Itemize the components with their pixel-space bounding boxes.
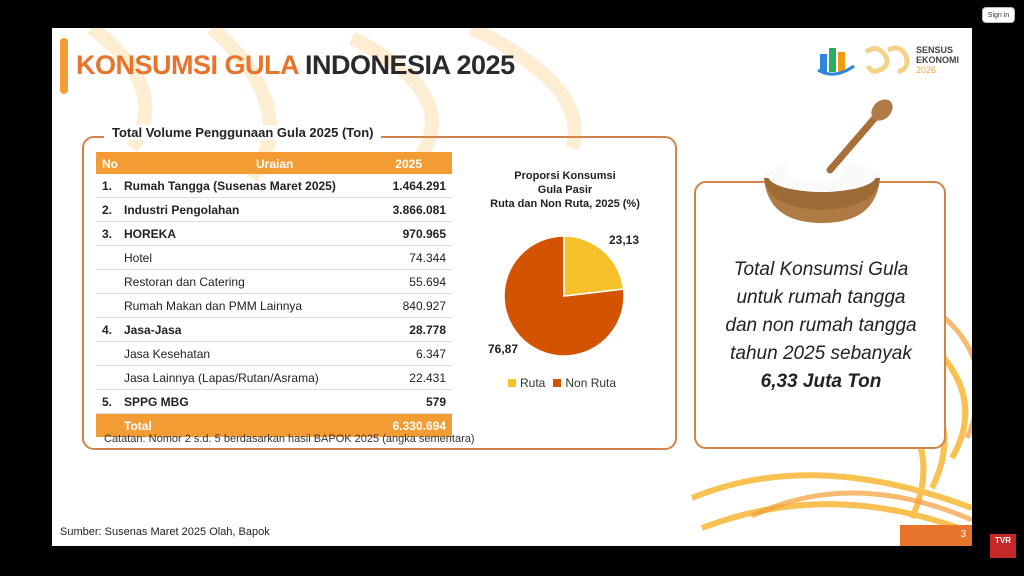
page-title: KONSUMSI GULA INDONESIA 2025 bbox=[76, 50, 515, 80]
row-number: 5. bbox=[102, 395, 113, 409]
pie-slice-ruta bbox=[563, 235, 625, 297]
table-note: Catatan: Nomor 2 s.d. 5 berdasarkan hasi… bbox=[104, 433, 475, 445]
pie-legend: Ruta Non Ruta bbox=[508, 376, 616, 390]
row-label: Jasa Kesehatan bbox=[124, 347, 211, 361]
row-label: Jasa-Jasa bbox=[124, 323, 182, 337]
pie-label-ruta: 23,13 bbox=[609, 233, 640, 247]
row-value: 22.431 bbox=[409, 371, 446, 385]
row-value: 74.344 bbox=[409, 251, 446, 265]
row-label: HOREKA bbox=[124, 227, 177, 241]
table-row: Jasa Kesehatan 6.347 bbox=[96, 342, 452, 366]
table-row: Restoran dan Catering 55.694 bbox=[96, 270, 452, 294]
row-value: 28.778 bbox=[409, 323, 446, 337]
sensus-ekonomi-logo-icon bbox=[817, 45, 910, 76]
row-label: Rumah Makan dan PMM Lainnya bbox=[124, 299, 303, 313]
pie-label-non-ruta: 76,87 bbox=[488, 342, 519, 356]
row-number: 4. bbox=[102, 323, 113, 337]
row-label: Rumah Tangga (Susenas Maret 2025) bbox=[124, 179, 336, 193]
row-value: 970.965 bbox=[402, 227, 446, 241]
summary-emphasis: 6,33 Juta Ton bbox=[760, 371, 882, 392]
table-row: Rumah Makan dan PMM Lainnya 840.927 bbox=[96, 294, 452, 318]
source-text: Sumber: Susenas Maret 2025 Olah, Bapok bbox=[60, 526, 270, 538]
row-value: 6.347 bbox=[415, 347, 446, 361]
legend-non-ruta: Non Ruta bbox=[553, 376, 616, 390]
row-number: 3. bbox=[102, 227, 113, 241]
table-total-row: Total 6.330.694 bbox=[96, 414, 452, 437]
row-label: Restoran dan Catering bbox=[124, 275, 245, 289]
table-row: Hotel 74.344 bbox=[96, 246, 452, 270]
table-row: 5. SPPG MBG 579 bbox=[96, 390, 452, 414]
row-label: Hotel bbox=[124, 251, 153, 265]
summary-text: Total Konsumsi Gula untuk rumah tangga d… bbox=[697, 256, 945, 396]
row-label: Jasa Lainnya (Lapas/Rutan/Asrama) bbox=[124, 371, 319, 385]
sugar-bowl-icon bbox=[764, 99, 893, 223]
title-accent-bar bbox=[60, 38, 68, 94]
logo-text: SENSUS EKONOMI 2026 bbox=[916, 45, 960, 75]
consumption-table: No Uraian 2025 1. Rumah Tangga (Susenas M… bbox=[96, 152, 452, 437]
sign-in-button[interactable]: Sign in bbox=[982, 7, 1015, 23]
legend-ruta: Ruta bbox=[508, 376, 545, 390]
page-number: 3 bbox=[900, 525, 972, 546]
table-header-row: No Uraian 2025 bbox=[96, 152, 452, 174]
row-value: 3.866.081 bbox=[392, 203, 446, 217]
row-number: 2. bbox=[102, 203, 113, 217]
row-value: 579 bbox=[425, 395, 446, 409]
row-value: 55.694 bbox=[409, 275, 446, 289]
table-row: Jasa Lainnya (Lapas/Rutan/Asrama) 22.431 bbox=[96, 366, 452, 390]
row-value: 1.464.291 bbox=[392, 179, 446, 193]
channel-logo-icon: TVR bbox=[990, 534, 1016, 558]
row-value: 840.927 bbox=[402, 299, 446, 313]
summary-card bbox=[694, 181, 946, 449]
pie-slice-non-ruta bbox=[503, 235, 625, 357]
row-number: 1. bbox=[102, 179, 113, 193]
table-row: 4. Jasa-Jasa 28.778 bbox=[96, 318, 452, 342]
presentation-slide: KONSUMSI GULA INDONESIA 2025 SENSUS EKON… bbox=[52, 28, 972, 546]
row-label: SPPG MBG bbox=[124, 395, 189, 409]
pie-chart-title: Proporsi Konsumsi Gula Pasir Ruta dan No… bbox=[490, 170, 640, 210]
table-row: 2. Industri Pengolahan 3.866.081 bbox=[96, 198, 452, 222]
pie-chart bbox=[503, 235, 625, 357]
table-row: 3. HOREKA 970.965 bbox=[96, 222, 452, 246]
table-row: 1. Rumah Tangga (Susenas Maret 2025) 1.464… bbox=[96, 174, 452, 198]
table-title: Total Volume Penggunaan Gula 2025 (Ton) bbox=[104, 125, 382, 140]
row-label: Industri Pengolahan bbox=[124, 203, 240, 217]
